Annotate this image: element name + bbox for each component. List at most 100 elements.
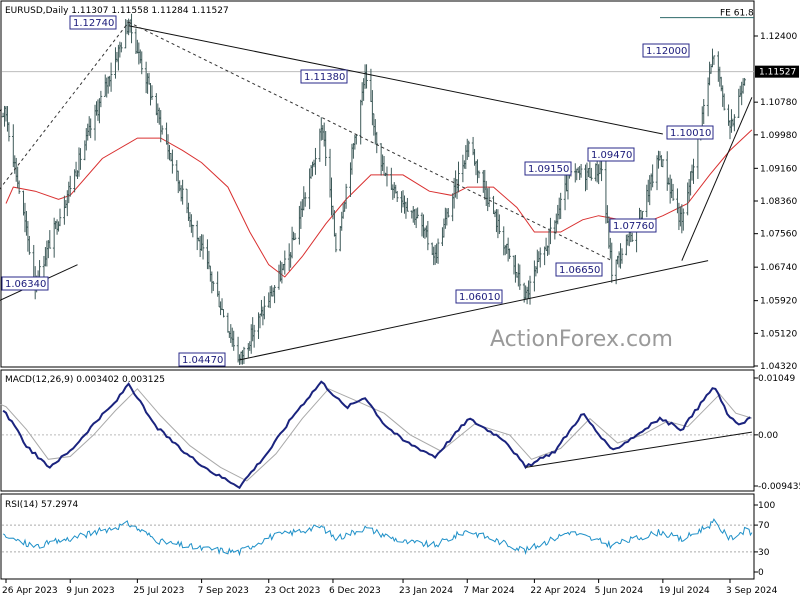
rsi-tick-label: 30 xyxy=(758,548,770,558)
price-bar xyxy=(406,197,409,212)
price-bar xyxy=(733,114,736,132)
price-bar xyxy=(58,208,62,227)
macd-header: MACD(12,26,9) 0.003402 0.003125 xyxy=(5,375,165,385)
price-bar xyxy=(171,149,174,174)
price-bar xyxy=(487,187,491,208)
trendline-layer xyxy=(0,21,753,361)
macd-line xyxy=(2,380,751,490)
current-price-box xyxy=(755,65,799,78)
price-bar xyxy=(600,158,603,182)
x-tick-label: 22 Apr 2024 xyxy=(530,586,586,596)
price-bar xyxy=(549,217,552,245)
price-bar xyxy=(610,242,614,283)
price-bar xyxy=(743,77,746,86)
price-bar xyxy=(579,163,583,178)
price-bar xyxy=(641,210,644,220)
rsi-tick-label: 70 xyxy=(758,521,770,531)
y-tick-label: 1.05920 xyxy=(760,297,797,307)
level-label-layer: 1.12740 1.11380 1.12000 1.10010 1.09150 1.094… xyxy=(1,15,714,367)
x-tick-label: 6 Dec 2023 xyxy=(329,586,381,596)
trendline-resistance-jul23-dec23 xyxy=(128,25,663,135)
rsi-tick-label: 0 xyxy=(758,568,764,578)
price-bar xyxy=(181,179,184,205)
price-bar xyxy=(671,183,675,201)
price-bar xyxy=(498,214,501,235)
price-bar xyxy=(109,62,113,92)
level-label: 1.06650 xyxy=(559,265,600,276)
macd-trendline xyxy=(525,431,752,468)
price-bar xyxy=(324,130,327,166)
x-tick-label: 19 Jul 2024 xyxy=(659,586,710,596)
x-tick-label: 26 Apr 2023 xyxy=(2,586,58,596)
rsi-header: RSI(14) 57.2974 xyxy=(5,500,78,510)
price-bar xyxy=(68,175,72,197)
level-label: 1.06010 xyxy=(459,292,500,303)
price-bar xyxy=(702,99,706,124)
macd-tick-label: -0.009435 xyxy=(758,482,800,492)
level-label: 1.10010 xyxy=(670,128,711,139)
price-bar xyxy=(692,158,695,184)
price-bar xyxy=(620,248,624,264)
price-bar xyxy=(120,42,123,53)
price-bar xyxy=(355,134,358,145)
price-panel xyxy=(0,0,755,368)
price-bar xyxy=(89,118,92,139)
level-label-box xyxy=(455,289,503,304)
level-label-box xyxy=(1,276,49,291)
rsi-line xyxy=(2,518,753,557)
price-bar xyxy=(17,180,21,194)
price-bar xyxy=(528,275,532,305)
price-bar xyxy=(375,131,379,154)
price-bar xyxy=(314,147,317,175)
macd-tick-label: 0.00 xyxy=(758,431,778,441)
price-bar xyxy=(426,220,430,251)
level-label: 1.04470 xyxy=(182,355,223,366)
trendline-support-oct23-aug24 xyxy=(239,260,709,361)
price-bar xyxy=(681,208,685,231)
level-label-box xyxy=(609,218,657,233)
price-bar xyxy=(538,247,542,268)
macd-signal-line xyxy=(0,388,753,482)
price-bar xyxy=(712,55,716,65)
axis-layer: 26 Apr 2023 9 Jun 2023 25 Jul 2023 7 Sep 20… xyxy=(2,32,800,596)
fe-618-label: FE 61.8 xyxy=(720,9,754,19)
price-bar xyxy=(7,122,11,142)
level-label-box xyxy=(524,161,572,176)
current-price-label: 1.11527 xyxy=(759,68,796,78)
price-bar xyxy=(191,224,195,238)
price-bar xyxy=(651,164,654,188)
price-bar xyxy=(273,285,276,304)
rsi-panel xyxy=(0,493,755,580)
price-header: EURUSD,Daily 1.11307 1.11558 1.11284 1.1… xyxy=(5,6,229,16)
price-bar xyxy=(365,64,368,89)
price-bar xyxy=(130,13,133,44)
price-bar xyxy=(630,232,634,242)
price-bar xyxy=(722,93,726,111)
level-label: 1.09150 xyxy=(528,164,569,175)
x-tick-label: 5 Jun 2024 xyxy=(595,586,644,596)
price-bar xyxy=(303,192,307,207)
level-label: 1.11380 xyxy=(304,72,345,83)
price-bar xyxy=(436,238,440,264)
macd-tick-label: 0.01049 xyxy=(758,374,795,384)
level-label-box xyxy=(178,352,226,367)
y-tick-label: 1.10780 xyxy=(760,98,797,108)
price-bar xyxy=(446,208,450,218)
price-bar xyxy=(252,324,256,348)
y-tick-label: 1.05120 xyxy=(760,329,797,339)
macd-layer xyxy=(0,380,754,490)
price-bar xyxy=(661,159,665,168)
price-bar xyxy=(211,281,215,291)
level-label: 1.12740 xyxy=(73,18,114,29)
level-label-box xyxy=(555,262,603,277)
x-tick-label: 23 Jan 2024 xyxy=(399,586,453,596)
y-tick-label: 1.06740 xyxy=(760,263,797,273)
y-tick-label: 1.08360 xyxy=(760,197,797,207)
price-bar xyxy=(457,161,460,193)
level-label: 1.12000 xyxy=(646,46,687,57)
level-label-box xyxy=(300,69,348,84)
price-bar xyxy=(518,264,522,290)
price-bar xyxy=(395,190,399,203)
price-bar xyxy=(590,167,593,181)
x-tick-label: 7 Mar 2024 xyxy=(463,586,515,596)
